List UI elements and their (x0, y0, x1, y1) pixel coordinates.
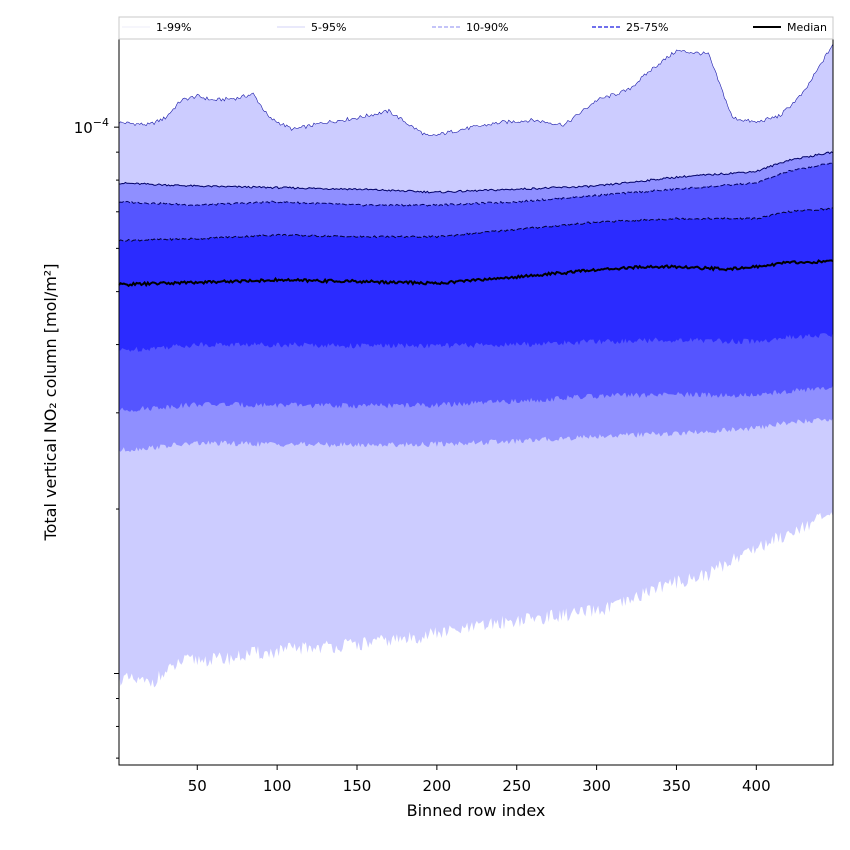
line-layer (118, 43, 834, 288)
x-tick-label: 250 (502, 777, 531, 795)
x-tick-label: 100 (263, 777, 292, 795)
y-tick-label: 10−4 (74, 116, 109, 137)
legend-label: 1-99% (156, 21, 191, 34)
x-axis-label: Binned row index (407, 801, 546, 820)
x-tick-label: 50 (188, 777, 207, 795)
band-layer (119, 43, 833, 688)
band-5-95-upper-line (119, 151, 834, 194)
legend: 1-99% 5-95% 10-90% 25-75% Median (118, 16, 834, 40)
band-25-75-upper-line (118, 207, 834, 242)
x-tick-label: 200 (423, 777, 452, 795)
y-axis-label: Total vertical NO₂ column [mol/m²] (41, 264, 60, 542)
median-line (118, 259, 834, 288)
legend-label: 10-90% (466, 21, 508, 34)
x-tick-label: 350 (662, 777, 691, 795)
legend-box (118, 16, 834, 40)
x-tick-label: 150 (343, 777, 372, 795)
x-tick-label: 300 (582, 777, 611, 795)
x-axis: 50 100 150 200 250 300 350 400 (188, 765, 771, 795)
legend-label: Median (787, 21, 827, 34)
band-10-90-upper-line (118, 162, 834, 207)
x-tick-label: 400 (742, 777, 771, 795)
legend-label: 5-95% (311, 21, 346, 34)
band-1-99-upper-line (118, 43, 834, 136)
legend-label: 25-75% (626, 21, 668, 34)
y-axis: 10−4 (74, 116, 119, 759)
